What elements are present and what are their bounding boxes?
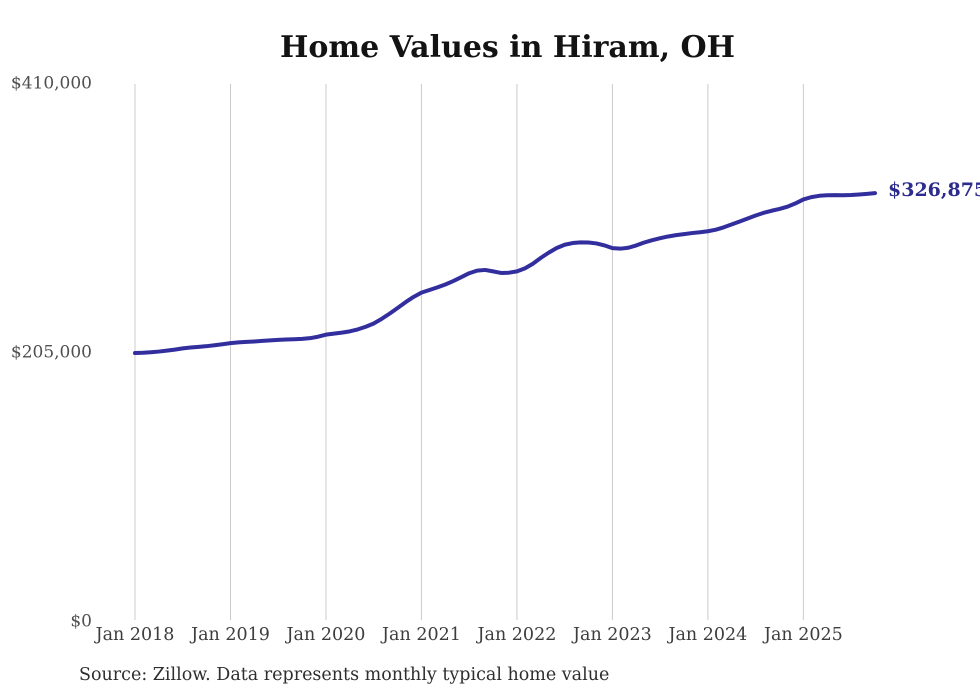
x-axis-tick-label: Jan 2022: [476, 625, 557, 645]
x-axis-tick-label: Jan 2021: [380, 625, 461, 645]
x-axis-tick-label: Jan 2019: [189, 625, 270, 645]
x-axis-tick-label: Jan 2018: [94, 625, 175, 645]
x-axis-tick-label: Jan 2020: [285, 625, 366, 645]
y-axis-tick-label: $205,000: [11, 343, 92, 363]
x-axis-tick-label: Jan 2023: [571, 625, 652, 645]
x-axis-tick-label: Jan 2025: [762, 625, 843, 645]
source-note: Source: Zillow. Data represents monthly …: [79, 665, 610, 685]
latest-value-label: $326,875: [888, 179, 980, 201]
home-value-line: [133, 191, 877, 355]
chart-title: Home Values in Hiram, OH: [280, 30, 735, 65]
x-axis-tick-label: Jan 2024: [666, 625, 747, 645]
y-axis-tick-label: $0: [70, 612, 92, 632]
y-axis-tick-label: $410,000: [11, 74, 92, 94]
